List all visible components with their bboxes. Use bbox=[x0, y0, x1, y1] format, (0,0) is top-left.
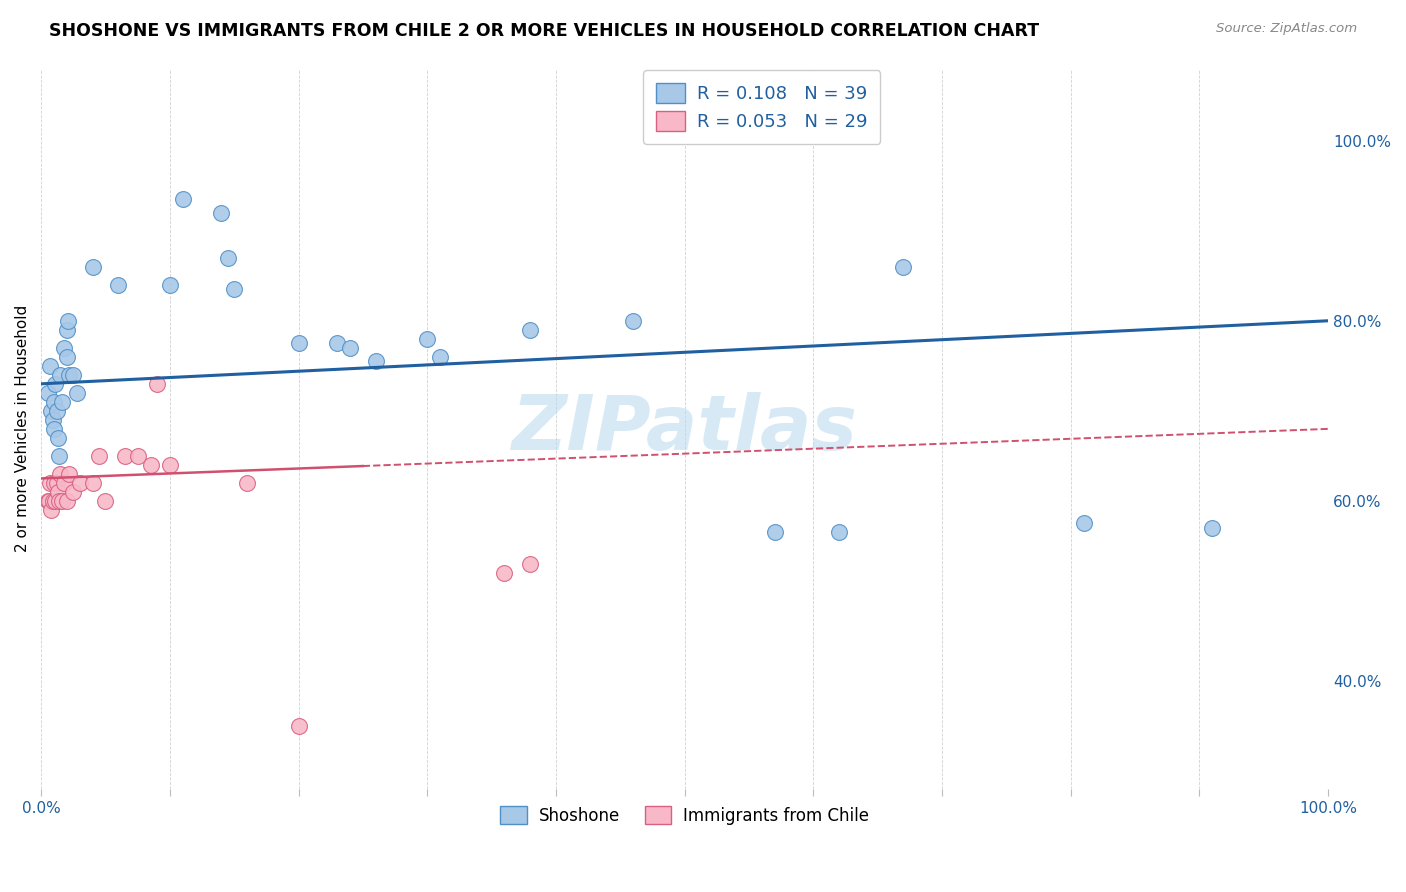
Point bbox=[39, 359, 62, 373]
Point bbox=[49, 467, 72, 481]
Point bbox=[494, 566, 516, 580]
Point bbox=[46, 484, 69, 499]
Point bbox=[56, 323, 79, 337]
Point bbox=[48, 494, 70, 508]
Point bbox=[51, 494, 73, 508]
Point bbox=[139, 458, 162, 472]
Point bbox=[429, 350, 451, 364]
Point bbox=[41, 413, 63, 427]
Point bbox=[45, 475, 67, 490]
Point bbox=[37, 494, 59, 508]
Point bbox=[82, 475, 104, 490]
Point bbox=[46, 431, 69, 445]
Point bbox=[62, 484, 84, 499]
Point bbox=[159, 458, 181, 472]
Text: SHOSHONE VS IMMIGRANTS FROM CHILE 2 OR MORE VEHICLES IN HOUSEHOLD CORRELATION CH: SHOSHONE VS IMMIGRANTS FROM CHILE 2 OR M… bbox=[49, 22, 1039, 40]
Point bbox=[236, 475, 259, 490]
Point bbox=[172, 192, 194, 206]
Point bbox=[49, 368, 72, 382]
Point bbox=[66, 385, 89, 400]
Point bbox=[94, 494, 117, 508]
Point bbox=[146, 376, 169, 391]
Point bbox=[209, 205, 232, 219]
Point bbox=[41, 503, 63, 517]
Point bbox=[51, 394, 73, 409]
Point bbox=[224, 282, 246, 296]
Point bbox=[364, 354, 387, 368]
Point bbox=[45, 404, 67, 418]
Point bbox=[287, 719, 309, 733]
Y-axis label: 2 or more Vehicles in Household: 2 or more Vehicles in Household bbox=[15, 305, 30, 552]
Point bbox=[87, 449, 110, 463]
Point bbox=[416, 332, 439, 346]
Legend: Shoshone, Immigrants from Chile: Shoshone, Immigrants from Chile bbox=[491, 797, 879, 835]
Point bbox=[107, 277, 129, 292]
Point bbox=[42, 394, 65, 409]
Point bbox=[82, 260, 104, 274]
Point bbox=[339, 341, 361, 355]
Point bbox=[42, 422, 65, 436]
Point bbox=[58, 368, 80, 382]
Point bbox=[893, 260, 915, 274]
Point bbox=[39, 475, 62, 490]
Point bbox=[62, 368, 84, 382]
Point bbox=[69, 475, 91, 490]
Point bbox=[56, 350, 79, 364]
Point bbox=[217, 251, 239, 265]
Point bbox=[763, 525, 786, 540]
Point bbox=[53, 341, 76, 355]
Point bbox=[53, 475, 76, 490]
Point bbox=[42, 475, 65, 490]
Point bbox=[44, 376, 66, 391]
Point bbox=[41, 404, 63, 418]
Point bbox=[1201, 521, 1223, 535]
Point bbox=[1073, 516, 1095, 531]
Point bbox=[621, 314, 644, 328]
Point bbox=[44, 494, 66, 508]
Text: ZIPatlas: ZIPatlas bbox=[512, 392, 858, 466]
Point bbox=[159, 277, 181, 292]
Point bbox=[519, 557, 541, 571]
Point bbox=[41, 494, 63, 508]
Point bbox=[56, 494, 79, 508]
Point bbox=[127, 449, 149, 463]
Text: Source: ZipAtlas.com: Source: ZipAtlas.com bbox=[1216, 22, 1357, 36]
Point bbox=[326, 336, 349, 351]
Point bbox=[37, 385, 59, 400]
Point bbox=[519, 323, 541, 337]
Point bbox=[38, 494, 60, 508]
Point bbox=[287, 336, 309, 351]
Point bbox=[828, 525, 851, 540]
Point bbox=[58, 467, 80, 481]
Point bbox=[114, 449, 136, 463]
Point bbox=[48, 449, 70, 463]
Point bbox=[56, 314, 79, 328]
